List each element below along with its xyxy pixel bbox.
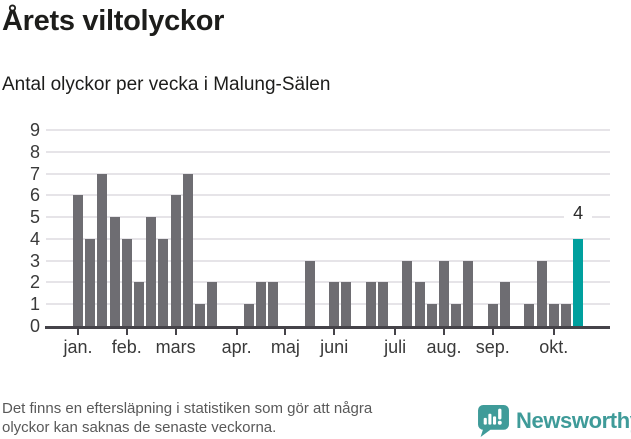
bar [195, 304, 205, 326]
gridline [46, 129, 610, 131]
newsworthy-bubble-chart-icon [478, 405, 509, 437]
gridline [46, 172, 610, 175]
highlighted-bar [573, 238, 584, 326]
gridline [46, 237, 610, 240]
gridline [46, 281, 610, 284]
bar [426, 304, 437, 326]
bar [524, 304, 535, 326]
x-tick-label: apr. [221, 337, 252, 357]
gridline [46, 194, 610, 197]
x-tick [491, 329, 494, 335]
bar [268, 282, 279, 326]
x-tick [443, 329, 445, 335]
bar [548, 304, 559, 326]
gridline [46, 216, 610, 219]
x-tick-label: jan. [63, 337, 93, 357]
bar [463, 260, 474, 326]
bar [97, 173, 108, 326]
bar [207, 282, 218, 326]
bar [158, 238, 169, 326]
bar [256, 282, 266, 326]
bar [243, 304, 254, 326]
y-tick-label: 5 [29, 207, 40, 228]
y-tick-label: 7 [29, 163, 40, 184]
gridline [46, 150, 610, 153]
y-tick-label: 2 [29, 272, 40, 293]
y-tick-label: 1 [29, 294, 40, 315]
x-tick-label: mars [155, 337, 196, 357]
bar [146, 217, 157, 326]
x-tick-label: feb. [111, 337, 142, 357]
bar [109, 217, 120, 326]
y-tick-label: 3 [29, 250, 40, 271]
y-tick-label: 0 [29, 316, 40, 336]
bar [73, 195, 83, 326]
brand-name: Newsworthy [516, 408, 631, 433]
chart-title: Årets viltolyckor [2, 5, 225, 37]
bar [536, 260, 547, 326]
newsworthy-logo: Newsworthy [477, 404, 631, 439]
bar [500, 282, 510, 326]
bar [439, 260, 449, 326]
chart-subtitle: Antal olyckor per vecka i Malung-Sälen [2, 74, 331, 95]
bar [304, 260, 315, 326]
footer-note-line2: olyckor kan saknas de senaste veckorna. [2, 419, 277, 436]
plot-area [45, 129, 610, 335]
bar [402, 260, 413, 326]
x-tick-label: juni [320, 337, 349, 357]
x-tick [552, 329, 555, 335]
x-tick [77, 329, 79, 335]
x-tick [284, 329, 287, 335]
bar [451, 304, 462, 326]
x-tick [235, 329, 238, 335]
y-tick-label: 4 [29, 228, 40, 249]
x-tick-label: okt. [539, 337, 569, 357]
y-tick-label: 8 [29, 141, 40, 162]
x-tick [333, 329, 336, 335]
gridline [46, 259, 610, 262]
footer-note: Det finns en eftersläpning i statistiken… [2, 399, 422, 437]
x-axis-labels: jan. feb. mars apr. maj juni juli aug. sep. okt. [0, 337, 631, 361]
bar [487, 304, 498, 326]
bar [378, 282, 388, 326]
x-tick-label: aug. [426, 337, 462, 357]
y-tick-label: 9 [29, 120, 40, 140]
gridline [46, 303, 610, 306]
x-tick-label: maj [270, 337, 300, 357]
footer-note-line1: Det finns en eftersläpning i statistiken… [2, 400, 373, 417]
bar [134, 282, 144, 326]
x-tick-label: juli [384, 337, 407, 357]
bar [365, 282, 376, 326]
x-tick [174, 329, 177, 335]
bar [85, 238, 96, 326]
x-tick [125, 329, 128, 335]
bar [561, 304, 571, 326]
x-tick-label: sep. [475, 337, 510, 357]
highlight-value-label: 4 [564, 202, 593, 224]
bar [170, 195, 181, 326]
y-tick-label: 6 [29, 185, 40, 206]
bar [182, 173, 193, 326]
bar [121, 238, 132, 326]
bar [341, 282, 352, 326]
bar [329, 282, 340, 326]
bar [414, 282, 425, 326]
x-tick [394, 329, 397, 335]
